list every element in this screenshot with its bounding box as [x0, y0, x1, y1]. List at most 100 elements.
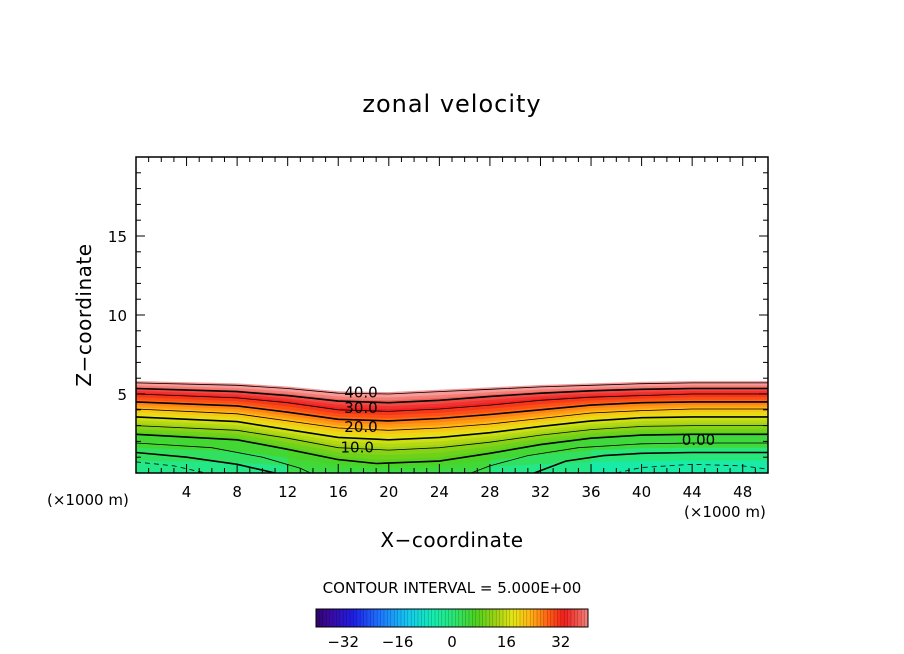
field-cell: [470, 440, 475, 445]
field-cell: [518, 456, 523, 466]
field-cell: [448, 436, 453, 441]
field-cell: [331, 433, 336, 438]
field-cell: [366, 393, 371, 398]
field-cell: [347, 416, 352, 421]
field-cell: [597, 402, 602, 406]
field-cell: [521, 394, 526, 398]
field-cell: [445, 411, 450, 416]
field-cell: [278, 437, 282, 442]
field-cell: [360, 426, 365, 430]
field-cell: [404, 449, 409, 455]
field-cell: [714, 399, 719, 403]
field-cell: [483, 391, 488, 395]
field-cell: [322, 407, 327, 412]
field-cell: [363, 420, 368, 424]
field-cell: [647, 391, 652, 394]
field-cell: [211, 420, 216, 425]
field-cell: [436, 431, 440, 435]
field-cell: [644, 405, 649, 409]
field-cell: [180, 406, 184, 410]
field-cell: [755, 409, 760, 413]
field-cell: [205, 382, 210, 386]
field-cell: [309, 427, 314, 431]
field-cell: [221, 400, 226, 404]
field-cell: [496, 444, 500, 449]
field-cell: [373, 420, 377, 425]
field-cell: [625, 421, 630, 425]
field-cell: [278, 447, 282, 457]
field-cell: [420, 416, 425, 420]
field-cell: [379, 436, 384, 441]
field-cell: [591, 415, 595, 419]
field-cell: [540, 403, 545, 408]
field-cell: [452, 396, 456, 400]
field-cell: [761, 425, 766, 430]
field-cell: [136, 447, 140, 461]
field-cell: [632, 389, 636, 393]
field-cell: [682, 392, 687, 395]
field-cell: [218, 399, 222, 404]
field-cell: [730, 381, 734, 384]
field-cell: [714, 416, 719, 421]
field-cell: [755, 434, 760, 448]
field-cell: [439, 427, 444, 432]
field-cell: [711, 425, 715, 430]
field-cell: [531, 389, 535, 393]
field-cell: [154, 394, 159, 399]
field-cell: [654, 429, 658, 433]
field-cell: [619, 396, 624, 400]
field-cell: [268, 464, 273, 473]
field-cell: [600, 390, 605, 394]
field-cell: [281, 417, 286, 421]
field-cell: [657, 397, 662, 401]
field-cell: [328, 462, 333, 469]
field-cell: [663, 431, 668, 436]
field-cell: [215, 426, 219, 430]
field-cell: [158, 400, 162, 404]
field-cell: [654, 447, 658, 461]
field-cell: [749, 394, 753, 398]
field-cell: [483, 421, 488, 425]
field-cell: [493, 459, 497, 467]
field-cell: [676, 381, 681, 384]
field-cell: [414, 448, 418, 454]
field-cell: [398, 414, 403, 418]
field-cell: [426, 409, 431, 414]
field-cell: [515, 445, 519, 450]
field-cell: [347, 456, 352, 462]
field-cell: [467, 419, 472, 424]
field-cell: [549, 414, 554, 418]
field-cell: [616, 460, 621, 473]
field-cell: [685, 384, 690, 388]
field-cell: [417, 448, 421, 454]
field-cell: [452, 439, 456, 444]
field-cell: [622, 436, 627, 450]
field-cell: [632, 429, 636, 434]
field-cell: [679, 383, 684, 386]
field-cell: [303, 438, 308, 443]
field-cell: [745, 425, 750, 430]
field-cell: [502, 403, 507, 408]
field-cell: [515, 418, 519, 422]
field-cell: [322, 405, 327, 409]
field-cell: [290, 418, 295, 423]
field-cell: [537, 418, 542, 422]
field-cell: [442, 397, 447, 401]
field-cell: [284, 435, 289, 439]
field-cell: [407, 426, 412, 430]
field-cell: [205, 417, 210, 421]
field-cell: [733, 416, 737, 421]
field-cell: [357, 410, 361, 415]
field-cell: [154, 392, 159, 396]
field-cell: [265, 415, 270, 419]
field-cell: [354, 441, 358, 446]
field-cell: [331, 446, 336, 452]
field-cell: [373, 446, 377, 451]
field-cell: [186, 431, 191, 435]
field-cell: [666, 383, 671, 386]
field-cell: [553, 397, 557, 401]
field-cell: [666, 390, 671, 394]
field-cell: [698, 414, 703, 418]
field-cell: [167, 427, 172, 431]
field-cell: [401, 391, 406, 394]
